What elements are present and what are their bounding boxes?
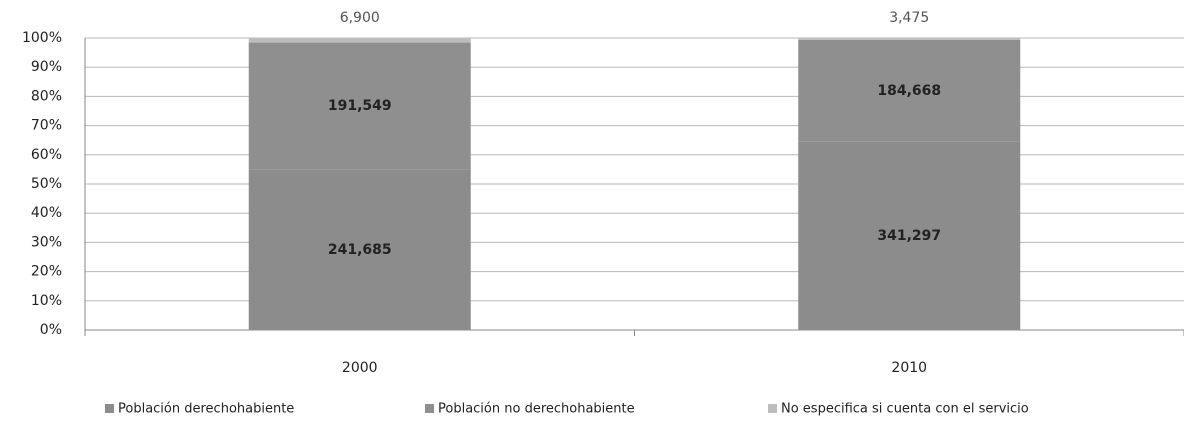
y-tick-label: 50% [31,176,62,192]
bar-segment [248,169,471,330]
y-tick-label: 90% [31,59,62,75]
y-tick-label: 60% [31,147,62,163]
legend-label: Población derechohabiente [118,402,294,417]
y-tick-label: 20% [31,264,62,280]
legend-swatch [105,404,114,413]
y-tick-label: 30% [31,234,62,250]
legend-label: No especifica si cuenta con el servicio [781,402,1029,417]
y-tick-label: 100% [22,30,62,46]
legend-swatch [425,404,434,413]
data-label: 191,549 [328,98,392,114]
bar-segment [798,39,1021,142]
bar-segment [248,38,471,43]
legend-label: Población no derechohabiente [438,402,635,417]
y-tick-label: 40% [31,205,62,221]
bar-segment [798,141,1021,330]
x-tick-label: 2010 [891,360,927,376]
legend-swatch [768,404,777,413]
data-label: 6,900 [340,10,380,26]
bar-segment [248,42,471,170]
y-tick-label: 10% [31,293,62,309]
data-label: 341,297 [877,228,941,244]
y-tick-label: 70% [31,118,62,134]
data-label: 3,475 [889,10,929,26]
x-tick-label: 2000 [342,360,378,376]
y-tick-label: 80% [31,88,62,104]
y-tick-label: 0% [40,322,62,338]
data-label: 241,685 [328,242,392,258]
bar-segment [798,38,1021,40]
data-label: 184,668 [877,83,941,99]
